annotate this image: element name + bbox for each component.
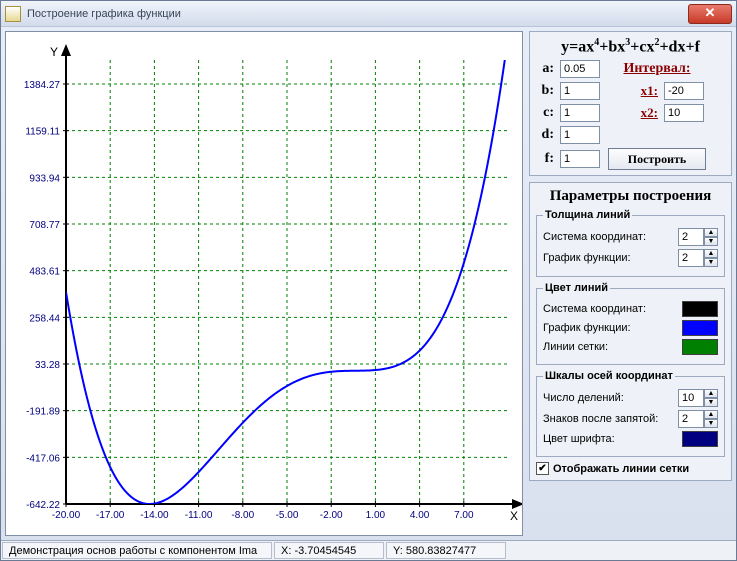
status-x: X: -3.70454545 <box>274 542 384 559</box>
content-area: YX-642.22-417.06-191.8933.28258.44483.61… <box>1 27 736 540</box>
divisions-spinner[interactable]: ▲▼ <box>678 389 718 407</box>
svg-text:-191.89: -191.89 <box>26 407 60 418</box>
coef-f-label: f: <box>536 151 554 167</box>
x1-label: x1: <box>608 83 658 99</box>
color-func-swatch[interactable] <box>682 320 718 336</box>
thickness-func-spinner[interactable]: ▲▼ <box>678 249 718 267</box>
svg-text:-14.00: -14.00 <box>140 510 169 521</box>
font-color-label: Цвет шрифта: <box>543 433 678 445</box>
spin-down-icon[interactable]: ▼ <box>704 237 718 246</box>
svg-text:-417.06: -417.06 <box>26 453 60 464</box>
formula-text: y=ax4+bx3+cx2+dx+f <box>536 37 725 60</box>
window-title: Построение графика функции <box>27 8 181 20</box>
show-grid-checkbox[interactable]: ✔ <box>536 462 549 475</box>
color-coord-label: Система координат: <box>543 303 678 315</box>
status-y: Y: 580.83827477 <box>386 542 506 559</box>
svg-text:X: X <box>510 509 518 523</box>
color-grid-label: Линии сетки: <box>543 341 678 353</box>
status-demo: Демонстрация основ работы с компонентом … <box>2 542 272 559</box>
spin-up-icon[interactable]: ▲ <box>704 249 718 258</box>
coef-d-input[interactable] <box>560 126 600 144</box>
svg-text:-17.00: -17.00 <box>96 510 125 521</box>
side-pane: y=ax4+bx3+cx2+dx+f a: Интервал: b: x1: c… <box>529 31 732 536</box>
svg-text:7.00: 7.00 <box>454 510 474 521</box>
app-window: Построение графика функции ✕ YX-642.22-4… <box>0 0 737 561</box>
spin-up-icon[interactable]: ▲ <box>704 389 718 398</box>
decimals-label: Знаков после запятой: <box>543 413 674 425</box>
coef-b-input[interactable] <box>560 82 600 100</box>
svg-text:933.94: 933.94 <box>29 173 60 184</box>
decimals-spinner[interactable]: ▲▼ <box>678 410 718 428</box>
equation-panel: y=ax4+bx3+cx2+dx+f a: Интервал: b: x1: c… <box>529 31 732 176</box>
coef-f-input[interactable] <box>560 150 600 168</box>
svg-text:4.00: 4.00 <box>410 510 430 521</box>
scales-legend: Шкалы осей координат <box>543 370 675 382</box>
colors-legend: Цвет линий <box>543 282 610 294</box>
svg-text:258.44: 258.44 <box>29 313 60 324</box>
svg-text:-11.00: -11.00 <box>185 510 213 521</box>
thickness-coord-spinner[interactable]: ▲▼ <box>678 228 718 246</box>
function-chart: YX-642.22-417.06-191.8933.28258.44483.61… <box>6 32 522 532</box>
close-button[interactable]: ✕ <box>688 4 732 24</box>
x2-label: x2: <box>608 105 658 121</box>
svg-text:1384.27: 1384.27 <box>24 80 61 91</box>
build-button[interactable]: Построить <box>608 148 706 170</box>
coef-c-input[interactable] <box>560 104 600 122</box>
spin-down-icon[interactable]: ▼ <box>704 258 718 267</box>
coef-d-label: d: <box>536 127 554 143</box>
spin-up-icon[interactable]: ▲ <box>704 410 718 419</box>
color-coord-swatch[interactable] <box>682 301 718 317</box>
statusbar: Демонстрация основ работы с компонентом … <box>1 540 736 560</box>
interval-header: Интервал: <box>608 61 706 77</box>
svg-text:483.61: 483.61 <box>29 267 60 278</box>
scales-fieldset: Шкалы осей координат Число делений: ▲▼ З… <box>536 370 725 457</box>
font-color-swatch[interactable] <box>682 431 718 447</box>
svg-text:-5.00: -5.00 <box>276 510 299 521</box>
thickness-legend: Толщина линий <box>543 209 632 221</box>
svg-text:-2.00: -2.00 <box>320 510 343 521</box>
spin-up-icon[interactable]: ▲ <box>704 228 718 237</box>
coef-a-label: a: <box>536 61 554 77</box>
svg-text:33.28: 33.28 <box>35 360 60 371</box>
color-grid-swatch[interactable] <box>682 339 718 355</box>
params-header: Параметры построения <box>536 188 725 205</box>
spin-down-icon[interactable]: ▼ <box>704 398 718 407</box>
x1-input[interactable] <box>664 82 704 100</box>
colors-fieldset: Цвет линий Система координат: График фун… <box>536 282 725 365</box>
coef-c-label: c: <box>536 105 554 121</box>
thickness-func-label: График функции: <box>543 252 674 264</box>
chart-pane: YX-642.22-417.06-191.8933.28258.44483.61… <box>5 31 523 536</box>
thickness-fieldset: Толщина линий Система координат: ▲▼ Граф… <box>536 209 725 277</box>
coef-b-label: b: <box>536 83 554 99</box>
titlebar: Построение графика функции ✕ <box>1 1 736 27</box>
svg-text:-20.00: -20.00 <box>52 510 81 521</box>
coef-a-input[interactable] <box>560 60 600 78</box>
show-grid-label: Отображать линии сетки <box>553 463 689 475</box>
svg-text:708.77: 708.77 <box>29 220 60 231</box>
app-icon <box>5 6 21 22</box>
svg-text:-8.00: -8.00 <box>231 510 254 521</box>
color-func-label: График функции: <box>543 322 678 334</box>
params-panel: Параметры построения Толщина линий Систе… <box>529 182 732 481</box>
spin-down-icon[interactable]: ▼ <box>704 419 718 428</box>
coefficients-grid: a: Интервал: b: x1: c: x2: d: f: <box>536 60 725 170</box>
thickness-coord-label: Система координат: <box>543 231 674 243</box>
x2-input[interactable] <box>664 104 704 122</box>
svg-text:Y: Y <box>50 45 58 59</box>
divisions-label: Число делений: <box>543 392 674 404</box>
svg-text:1.00: 1.00 <box>366 510 386 521</box>
svg-text:1159.11: 1159.11 <box>25 127 60 138</box>
show-grid-row[interactable]: ✔ Отображать линии сетки <box>536 462 725 475</box>
